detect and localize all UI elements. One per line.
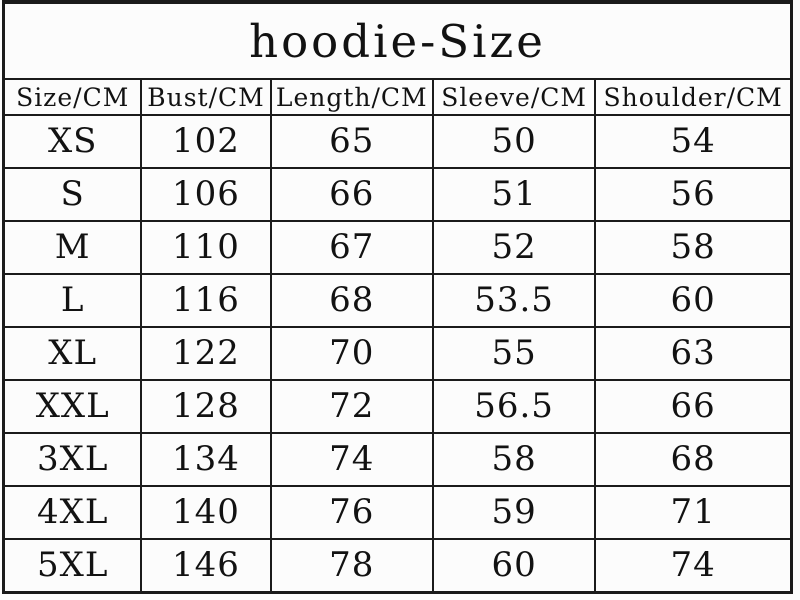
measurement-cell: 60 (431, 537, 597, 594)
measurement-cell: 58 (431, 431, 597, 487)
measurement-cell: 140 (140, 484, 272, 540)
size-label-cell: L (2, 272, 143, 328)
measurement-cell: 50 (431, 114, 597, 169)
table-row: 3XL 134 74 58 68 (2, 431, 793, 487)
measurement-cell: 68 (594, 431, 793, 487)
size-label-cell: S (2, 166, 143, 222)
measurement-cell: 56.5 (431, 378, 597, 434)
table-body: XS 102 65 50 54 S 106 66 51 56 M 110 67 52 58 L 116 68 53.… (2, 114, 793, 594)
column-header-length: Length/CM (269, 78, 434, 116)
measurement-cell: 56 (594, 166, 793, 222)
measurement-cell: 65 (269, 114, 434, 169)
table-row: XL 122 70 55 63 (2, 325, 793, 381)
size-chart-sheet: hoodie-Size Size/CM Bust/CM Length/CM Sl… (2, 0, 793, 594)
size-label-cell: XL (2, 325, 143, 381)
table-row: 4XL 140 76 59 71 (2, 484, 793, 540)
measurement-cell: 102 (140, 114, 272, 169)
measurement-cell: 70 (269, 325, 434, 381)
size-label-cell: 5XL (2, 537, 143, 594)
measurement-cell: 146 (140, 537, 272, 594)
measurement-cell: 72 (269, 378, 434, 434)
table-row: M 110 67 52 58 (2, 219, 793, 275)
measurement-cell: 68 (269, 272, 434, 328)
measurement-cell: 63 (594, 325, 793, 381)
column-header-bust: Bust/CM (140, 78, 272, 116)
size-label-cell: XS (2, 114, 143, 169)
column-header-sleeve: Sleeve/CM (431, 78, 597, 116)
measurement-cell: 134 (140, 431, 272, 487)
measurement-cell: 122 (140, 325, 272, 381)
measurement-cell: 71 (594, 484, 793, 540)
measurement-cell: 51 (431, 166, 597, 222)
table-row: XXL 128 72 56.5 66 (2, 378, 793, 434)
size-label-cell: M (2, 219, 143, 275)
measurement-cell: 66 (594, 378, 793, 434)
measurement-cell: 52 (431, 219, 597, 275)
measurement-cell: 116 (140, 272, 272, 328)
column-header-size: Size/CM (2, 78, 143, 116)
column-header-shoulder: Shoulder/CM (594, 78, 793, 116)
measurement-cell: 59 (431, 484, 597, 540)
measurement-cell: 54 (594, 114, 793, 169)
table-row: L 116 68 53.5 60 (2, 272, 793, 328)
title-row: hoodie-Size (2, 1, 793, 80)
table-row: S 106 66 51 56 (2, 166, 793, 222)
measurement-cell: 58 (594, 219, 793, 275)
size-chart-table: hoodie-Size Size/CM Bust/CM Length/CM Sl… (2, 0, 793, 594)
measurement-cell: 76 (269, 484, 434, 540)
measurement-cell: 60 (594, 272, 793, 328)
page-title: hoodie-Size (2, 1, 793, 80)
measurement-cell: 67 (269, 219, 434, 275)
measurement-cell: 106 (140, 166, 272, 222)
measurement-cell: 110 (140, 219, 272, 275)
size-label-cell: 4XL (2, 484, 143, 540)
table-row: 5XL 146 78 60 74 (2, 537, 793, 594)
measurement-cell: 74 (594, 537, 793, 594)
measurement-cell: 66 (269, 166, 434, 222)
size-label-cell: XXL (2, 378, 143, 434)
size-label-cell: 3XL (2, 431, 143, 487)
table-row: XS 102 65 50 54 (2, 114, 793, 169)
header-row: Size/CM Bust/CM Length/CM Sleeve/CM Shou… (2, 78, 793, 116)
measurement-cell: 53.5 (431, 272, 597, 328)
measurement-cell: 78 (269, 537, 434, 594)
measurement-cell: 74 (269, 431, 434, 487)
measurement-cell: 55 (431, 325, 597, 381)
measurement-cell: 128 (140, 378, 272, 434)
